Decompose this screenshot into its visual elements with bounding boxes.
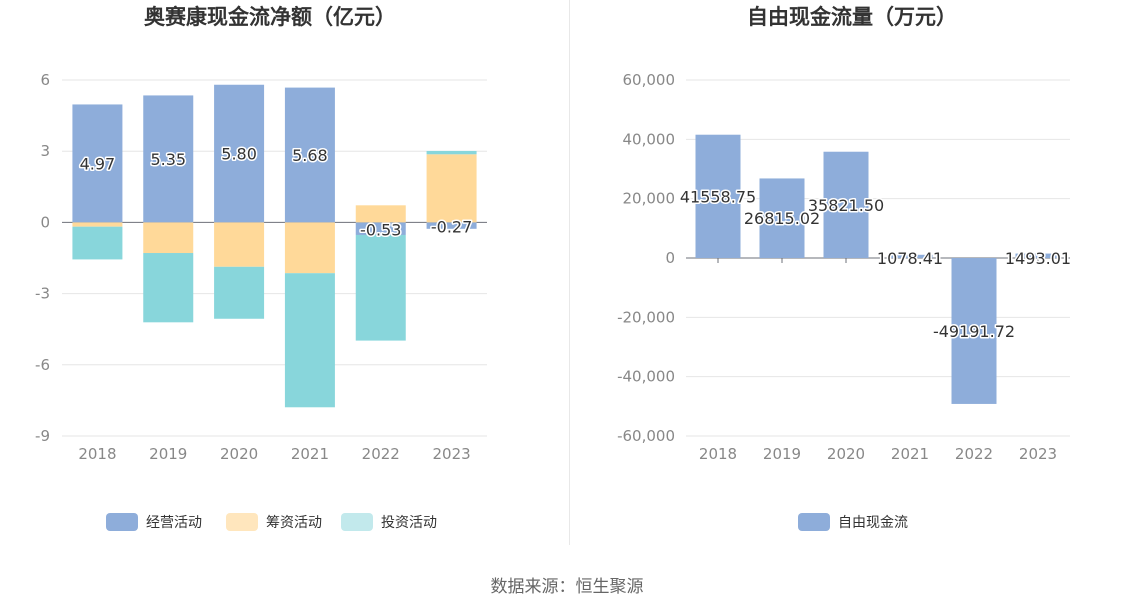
legend-label: 筹资活动: [266, 514, 322, 531]
data-label: 35821.50: [808, 196, 884, 215]
bar-经营活动-2023[interactable]: [426, 222, 477, 229]
y-tick-label: -9: [35, 427, 50, 445]
x-tick-label: 2021: [291, 445, 329, 463]
x-tick-label: 2023: [1019, 445, 1057, 463]
bar-投资活动-2023[interactable]: [426, 150, 477, 155]
y-tick-label: 0: [40, 213, 50, 231]
bar-经营活动-2022[interactable]: [355, 222, 406, 235]
bar-筹资活动-2021[interactable]: [284, 222, 335, 274]
y-tick-label: 20,000: [623, 190, 676, 208]
bar-自由现金流-2021[interactable]: [887, 254, 933, 258]
bar-自由现金流-2020[interactable]: [823, 151, 869, 258]
y-tick-label: 40,000: [623, 130, 676, 148]
y-tick-label: -60,000: [617, 427, 675, 445]
data-label: 26815.02: [744, 209, 820, 228]
bar-投资活动-2019[interactable]: [143, 253, 194, 323]
x-tick-label: 2018: [699, 445, 737, 463]
legend-swatch: [341, 513, 373, 531]
bar-经营活动-2020[interactable]: [214, 84, 265, 223]
chart-title: 自由现金流量（万元）: [747, 5, 957, 29]
bar-筹资活动-2020[interactable]: [214, 222, 265, 267]
bar-筹资活动-2019[interactable]: [143, 222, 194, 254]
bar-自由现金流-2023[interactable]: [1015, 253, 1061, 258]
x-tick-label: 2018: [78, 445, 116, 463]
bar-经营活动-2019[interactable]: [143, 95, 194, 223]
y-tick-label: 0: [665, 249, 675, 267]
data-label: 1493.01: [1005, 249, 1071, 268]
bar-经营活动-2018[interactable]: [72, 104, 123, 223]
bar-自由现金流-2022[interactable]: [951, 258, 997, 404]
legend-item-自由现金流[interactable]: 自由现金流: [798, 513, 908, 531]
legend-swatch: [798, 513, 830, 531]
legend-item-筹资活动[interactable]: 筹资活动: [226, 513, 322, 531]
legend-swatch: [226, 513, 258, 531]
bar-筹资活动-2018[interactable]: [72, 222, 123, 227]
x-tick-label: 2019: [149, 445, 187, 463]
x-tick-label: 2020: [220, 445, 258, 463]
bar-筹资活动-2022[interactable]: [355, 205, 406, 223]
legend-item-投资活动[interactable]: 投资活动: [341, 513, 437, 531]
bar-自由现金流-2019[interactable]: [759, 178, 805, 258]
x-tick-label: 2020: [827, 445, 865, 463]
y-tick-label: -20,000: [617, 308, 675, 326]
data-label: 5.80: [221, 145, 257, 164]
legend-label: 自由现金流: [838, 515, 908, 531]
data-label: -0.27: [431, 218, 472, 237]
x-tick-label: 2023: [432, 445, 470, 463]
y-tick-label: 6: [40, 71, 50, 89]
x-tick-label: 2022: [362, 445, 400, 463]
bar-投资活动-2020[interactable]: [214, 266, 265, 319]
y-tick-label: -40,000: [617, 368, 675, 386]
free-cash-flow-chart: 自由现金流量（万元） 60,000 40,000 20,000 0 -20,000 -40,…: [617, 5, 1073, 531]
data-label: 41558.75: [680, 187, 756, 206]
legend-item-经营活动[interactable]: 经营活动: [106, 513, 202, 531]
bar-投资活动-2022[interactable]: [355, 234, 406, 341]
data-label: -0.53: [360, 221, 401, 240]
data-label: 5.68: [292, 146, 328, 165]
legend-label: 经营活动: [146, 515, 202, 531]
bar-投资活动-2018[interactable]: [72, 226, 123, 260]
legend-swatch: [106, 513, 138, 531]
x-tick-label: 2019: [763, 445, 801, 463]
bar-经营活动-2021[interactable]: [284, 87, 335, 223]
data-label: 4.97: [80, 154, 116, 173]
bar-筹资活动-2023[interactable]: [426, 154, 477, 223]
x-tick-label: 2021: [891, 445, 929, 463]
x-tick-label: 2022: [955, 445, 993, 463]
chart-title: 奥赛康现金流净额（亿元）: [144, 5, 396, 29]
bar-自由现金流-2018[interactable]: [695, 134, 741, 258]
data-label: -49191.72: [933, 322, 1015, 341]
legend-label: 投资活动: [381, 515, 437, 531]
cash-flow-net-chart: 奥赛康现金流净额（亿元） 6 3 0 -3 -6 -9 2018 2019 2020 2021 202…: [35, 5, 487, 531]
bar-投资活动-2021[interactable]: [284, 273, 335, 408]
chart-divider: [569, 0, 570, 545]
y-tick-label: 60,000: [623, 71, 676, 89]
data-source: 数据来源：恒生聚源: [490, 577, 644, 597]
data-label: 1078.41: [877, 249, 943, 268]
y-tick-label: -6: [35, 356, 50, 374]
y-tick-label: -3: [35, 285, 50, 303]
data-label: 5.35: [150, 150, 186, 169]
y-tick-label: 3: [40, 142, 50, 160]
